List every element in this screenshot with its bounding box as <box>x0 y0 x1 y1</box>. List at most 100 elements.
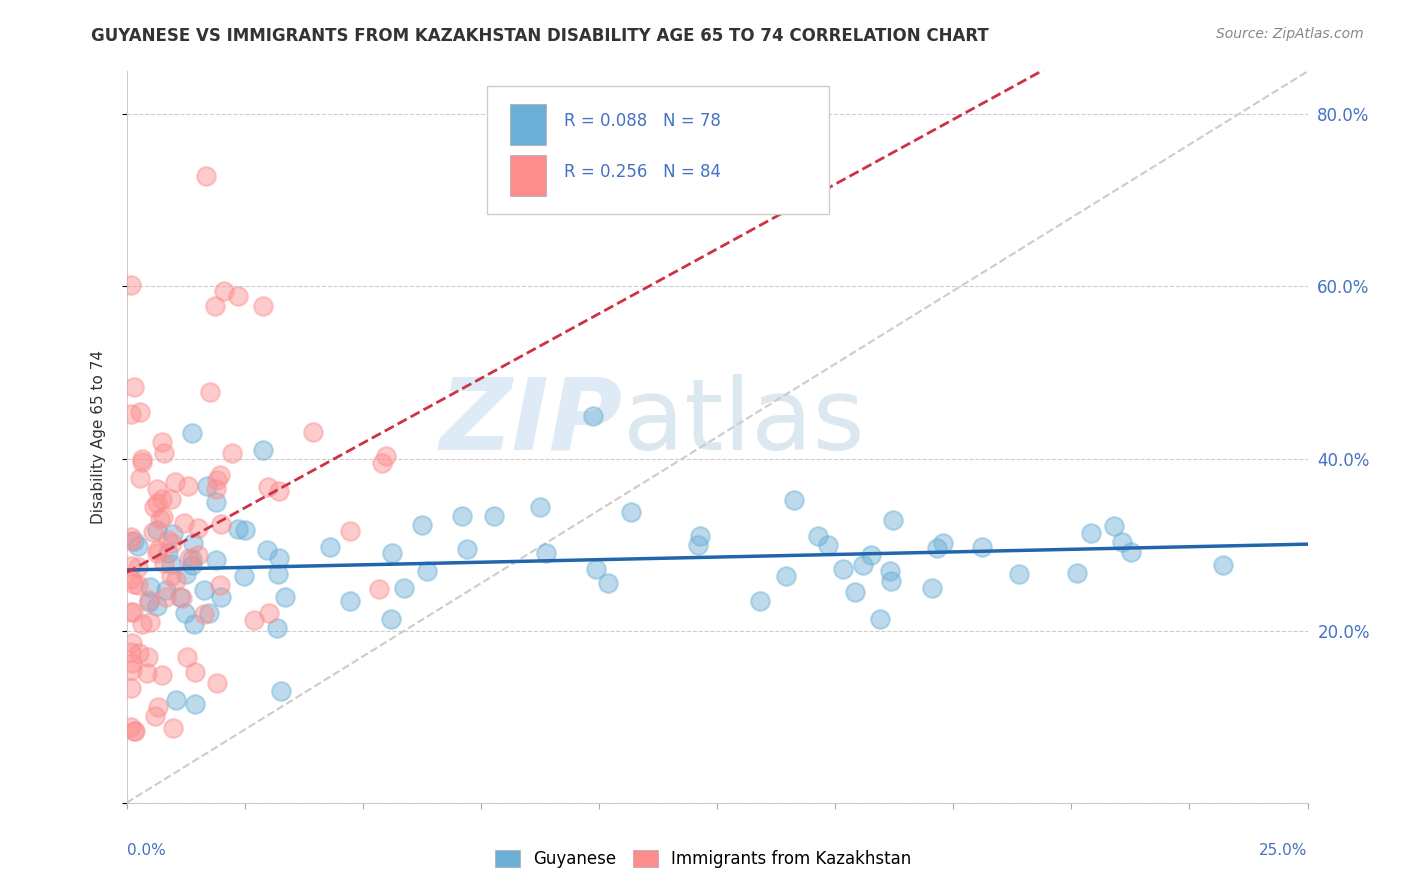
Immigrants from Kazakhstan <box>187 548 209 562</box>
Guyanese <box>209 591 232 605</box>
Immigrants from Kazakhstan <box>122 577 145 591</box>
Immigrants from Kazakhstan <box>120 681 142 695</box>
Immigrants from Kazakhstan <box>302 425 325 439</box>
Guyanese <box>860 548 883 562</box>
Immigrants from Kazakhstan <box>209 516 232 531</box>
Guyanese <box>176 567 198 582</box>
Immigrants from Kazakhstan <box>162 721 184 735</box>
Guyanese <box>582 409 605 423</box>
Guyanese <box>596 576 619 591</box>
Guyanese <box>139 580 162 594</box>
Immigrants from Kazakhstan <box>121 636 143 650</box>
Guyanese <box>925 541 948 556</box>
Guyanese <box>165 692 187 706</box>
Immigrants from Kazakhstan <box>165 574 187 588</box>
Immigrants from Kazakhstan <box>159 569 181 583</box>
Immigrants from Kazakhstan <box>371 456 394 470</box>
Text: GUYANESE VS IMMIGRANTS FROM KAZAKHSTAN DISABILITY AGE 65 TO 74 CORRELATION CHART: GUYANESE VS IMMIGRANTS FROM KAZAKHSTAN D… <box>91 27 990 45</box>
Guyanese <box>267 566 290 581</box>
Guyanese <box>270 684 292 698</box>
Immigrants from Kazakhstan <box>163 475 186 490</box>
Immigrants from Kazakhstan <box>145 482 167 496</box>
Immigrants from Kazakhstan <box>127 560 149 574</box>
Guyanese <box>534 546 557 560</box>
Guyanese <box>869 612 891 626</box>
Immigrants from Kazakhstan <box>131 616 153 631</box>
Guyanese <box>252 442 274 457</box>
Guyanese <box>1080 526 1102 541</box>
Guyanese <box>181 558 204 573</box>
Text: 0.0%: 0.0% <box>127 843 166 858</box>
Immigrants from Kazakhstan <box>160 535 183 549</box>
Guyanese <box>256 542 278 557</box>
Guyanese <box>921 581 943 595</box>
Guyanese <box>127 539 149 553</box>
Immigrants from Kazakhstan <box>146 542 169 557</box>
Guyanese <box>689 528 711 542</box>
Immigrants from Kazakhstan <box>160 492 183 507</box>
Immigrants from Kazakhstan <box>120 533 142 548</box>
Immigrants from Kazakhstan <box>173 516 195 530</box>
Immigrants from Kazakhstan <box>146 700 169 714</box>
Guyanese <box>807 529 830 543</box>
Immigrants from Kazakhstan <box>131 451 153 466</box>
Guyanese <box>817 538 839 552</box>
Immigrants from Kazakhstan <box>142 524 165 539</box>
Guyanese <box>882 513 904 527</box>
Immigrants from Kazakhstan <box>156 533 179 548</box>
Guyanese <box>970 541 993 555</box>
Immigrants from Kazakhstan <box>153 446 176 460</box>
Guyanese <box>122 533 145 548</box>
Immigrants from Kazakhstan <box>152 509 174 524</box>
Immigrants from Kazakhstan <box>208 578 231 592</box>
Immigrants from Kazakhstan <box>243 613 266 627</box>
Immigrants from Kazakhstan <box>139 615 162 630</box>
Immigrants from Kazakhstan <box>146 496 169 510</box>
Guyanese <box>783 493 806 508</box>
Guyanese <box>1102 518 1125 533</box>
Immigrants from Kazakhstan <box>155 590 177 604</box>
Immigrants from Kazakhstan <box>121 656 143 670</box>
Immigrants from Kazakhstan <box>367 582 389 596</box>
Guyanese <box>205 552 228 566</box>
Guyanese <box>169 591 191 605</box>
Immigrants from Kazakhstan <box>150 667 173 681</box>
Guyanese <box>880 574 903 588</box>
Immigrants from Kazakhstan <box>128 405 150 419</box>
Guyanese <box>233 568 256 582</box>
Guyanese <box>226 522 249 536</box>
Guyanese <box>183 697 205 711</box>
Immigrants from Kazakhstan <box>121 606 143 620</box>
Immigrants from Kazakhstan <box>176 650 198 665</box>
Immigrants from Kazakhstan <box>339 524 361 538</box>
Immigrants from Kazakhstan <box>184 665 207 679</box>
Immigrants from Kazakhstan <box>194 169 217 184</box>
Guyanese <box>831 562 853 576</box>
Immigrants from Kazakhstan <box>172 591 194 605</box>
Immigrants from Kazakhstan <box>198 385 221 400</box>
Guyanese <box>266 621 288 635</box>
Immigrants from Kazakhstan <box>120 572 142 586</box>
Guyanese <box>198 606 221 620</box>
Immigrants from Kazakhstan <box>127 578 149 592</box>
Immigrants from Kazakhstan <box>193 607 215 621</box>
Immigrants from Kazakhstan <box>120 720 142 734</box>
Guyanese <box>205 494 228 508</box>
Guyanese <box>529 500 551 514</box>
Immigrants from Kazakhstan <box>177 478 200 492</box>
Immigrants from Kazakhstan <box>150 492 173 507</box>
Text: 25.0%: 25.0% <box>1260 843 1308 858</box>
Immigrants from Kazakhstan <box>267 483 290 498</box>
Immigrants from Kazakhstan <box>138 593 160 607</box>
Immigrants from Kazakhstan <box>375 449 398 463</box>
Y-axis label: Disability Age 65 to 74: Disability Age 65 to 74 <box>91 350 105 524</box>
Guyanese <box>180 425 202 440</box>
Immigrants from Kazakhstan <box>120 407 142 421</box>
Guyanese <box>381 546 404 560</box>
Immigrants from Kazakhstan <box>256 480 278 494</box>
Immigrants from Kazakhstan <box>221 446 243 460</box>
Text: R = 0.256   N = 84: R = 0.256 N = 84 <box>564 163 720 181</box>
Immigrants from Kazakhstan <box>124 724 146 739</box>
Guyanese <box>749 593 772 607</box>
Immigrants from Kazakhstan <box>152 556 174 570</box>
